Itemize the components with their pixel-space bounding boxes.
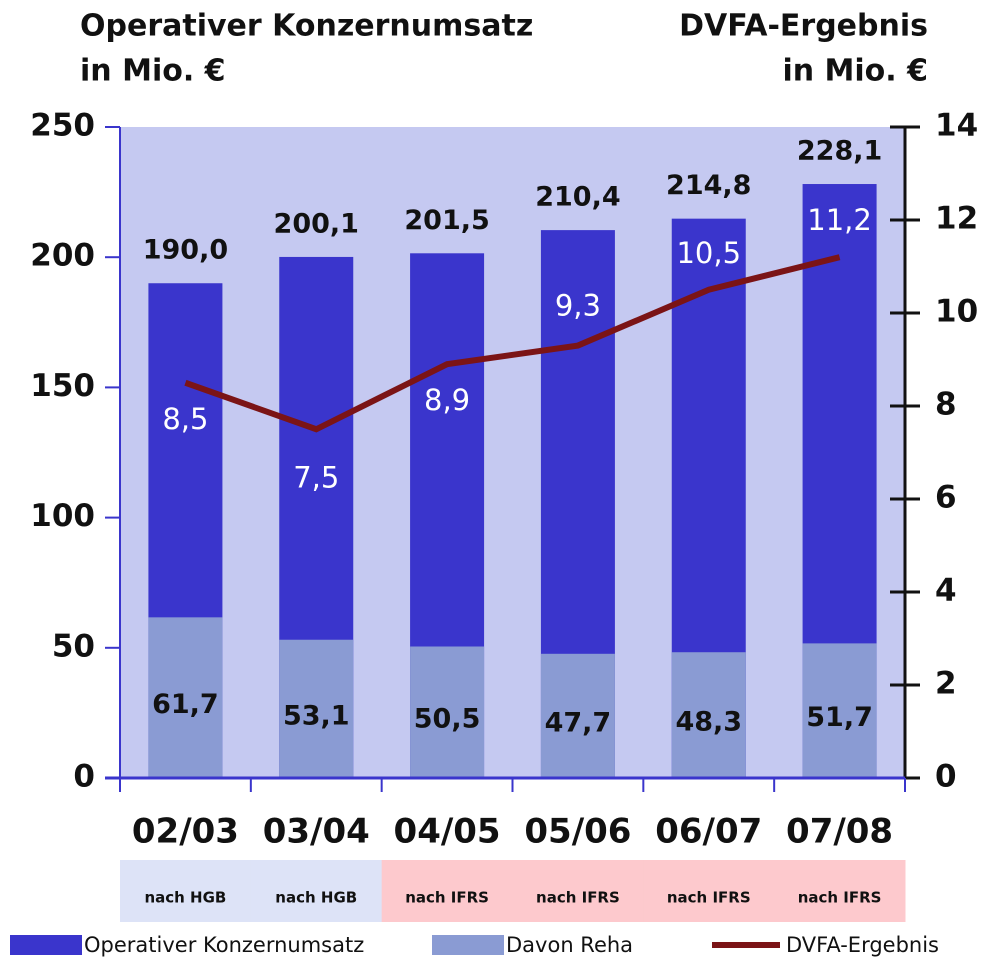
y2-tick-label: 8 [935,387,957,423]
value-label: 47,7 [545,707,612,738]
y-tick-label: 150 [30,368,95,404]
legend-label: Operativer Konzernumsatz [84,933,364,957]
y-axis-title: Operativer Konzernumsatz [80,9,533,44]
standard-label: nach IFRS [667,889,751,907]
y2-tick-label: 12 [935,201,978,237]
line-label: 8,9 [424,383,470,417]
standard-label: nach HGB [144,889,226,907]
bar [279,639,354,778]
standard-cell [512,860,644,922]
standard-label: nach IFRS [536,889,620,907]
standard-cell [250,860,383,922]
standard-label: nach IFRS [798,889,882,907]
standard-label: nach IFRS [405,889,489,907]
bar [671,652,746,778]
value-label: 201,5 [404,205,489,236]
x-tick-label: 02/03 [132,812,239,852]
plot-background [120,127,905,778]
y2-tick-label: 14 [935,108,978,144]
y-tick-label: 50 [52,628,95,664]
line-label: 8,5 [162,402,208,436]
y-tick-label: 100 [30,498,95,534]
value-label: 51,7 [806,702,873,733]
bar [802,643,877,778]
value-label: 228,1 [797,136,882,167]
x-tick-label: 04/05 [394,812,501,852]
line-label: 10,5 [676,236,741,270]
y2-tick-label: 0 [935,759,957,795]
y-axis-title: in Mio. € [80,54,226,89]
x-tick-label: 07/08 [786,812,893,852]
y-tick-label: 0 [73,759,95,795]
standard-cell [120,860,252,922]
line-label: 9,3 [555,289,601,323]
y2-tick-label: 6 [935,480,957,516]
x-tick-label: 03/04 [263,812,370,852]
value-label: 53,1 [283,700,350,731]
bar [410,646,485,778]
standard-cell [643,860,775,922]
y-tick-label: 250 [30,108,95,144]
bar [148,617,223,778]
y2-axis-title: DVFA-Ergebnis [679,9,928,44]
value-label: 50,5 [414,704,481,735]
value-label: 214,8 [666,170,751,201]
x-tick-label: 06/07 [655,812,762,852]
legend-label: Davon Reha [506,933,633,957]
y2-axis-title: in Mio. € [782,54,928,89]
standard-cell [381,860,513,922]
line-label: 11,2 [807,203,872,237]
y2-tick-label: 4 [935,573,957,609]
line [184,254,841,433]
legend-swatch [432,935,504,955]
legend-swatch [10,935,82,955]
y-tick-label: 200 [30,238,95,274]
y2-tick-label: 2 [935,666,957,702]
value-label: 190,0 [143,235,228,266]
value-label: 61,7 [152,689,219,720]
y2-tick-label: 10 [935,294,978,330]
standard-cell [774,860,906,922]
bar [540,653,615,778]
line-label: 7,5 [293,460,339,494]
value-label: 48,3 [675,707,742,738]
x-tick-label: 05/06 [524,812,631,852]
standard-label: nach HGB [275,889,357,907]
legend-label: DVFA-Ergebnis [786,933,939,957]
value-label: 210,4 [535,182,620,213]
value-label: 200,1 [274,208,359,239]
